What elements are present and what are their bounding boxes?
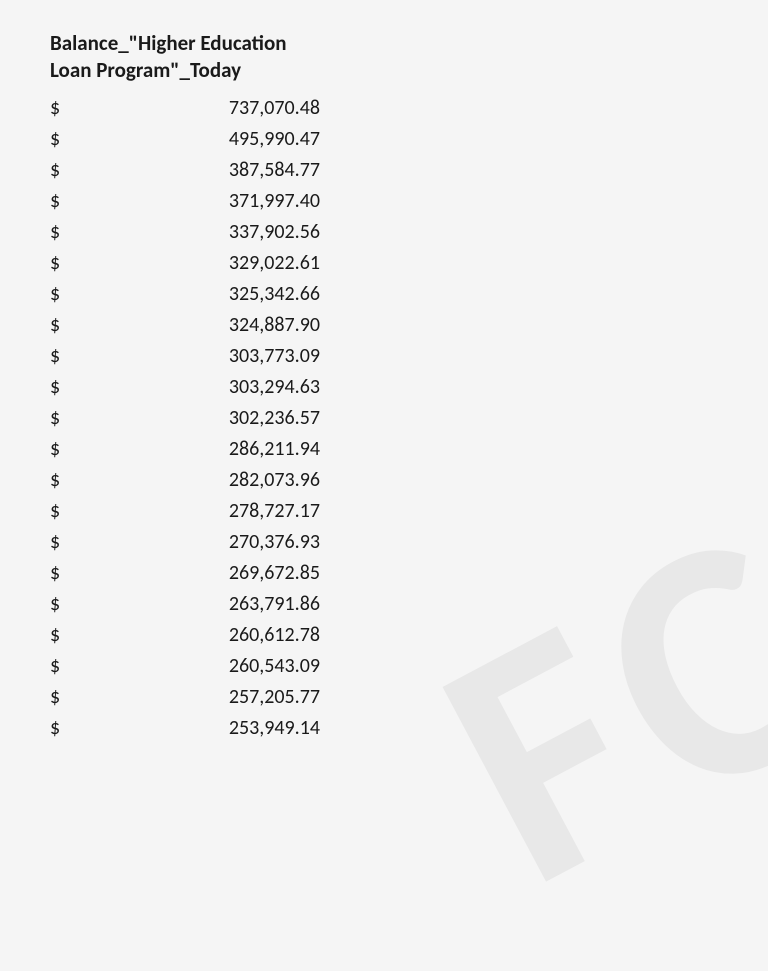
table-row: $324,887.90 [50, 310, 330, 341]
currency-symbol: $ [50, 589, 70, 620]
header-line2: Loan Program"_Today [50, 57, 718, 84]
table-row: $286,211.94 [50, 434, 330, 465]
table-row: $302,236.57 [50, 403, 330, 434]
amount-value: 371,997.40 [70, 186, 330, 217]
watermark: FC [379, 430, 768, 971]
currency-symbol: $ [50, 248, 70, 279]
amount-value: 337,902.56 [70, 217, 330, 248]
table-row: $269,672.85 [50, 558, 330, 589]
table-row: $325,342.66 [50, 279, 330, 310]
amount-value: 286,211.94 [70, 434, 330, 465]
amount-value: 302,236.57 [70, 403, 330, 434]
table-row: $282,073.96 [50, 465, 330, 496]
table-row: $260,543.09 [50, 651, 330, 682]
amount-value: 263,791.86 [70, 589, 330, 620]
currency-symbol: $ [50, 155, 70, 186]
table-row: $263,791.86 [50, 589, 330, 620]
currency-symbol: $ [50, 651, 70, 682]
table-row: $270,376.93 [50, 527, 330, 558]
currency-symbol: $ [50, 558, 70, 589]
currency-symbol: $ [50, 279, 70, 310]
amount-value: 278,727.17 [70, 496, 330, 527]
table-row: $257,205.77 [50, 682, 330, 713]
amount-value: 260,612.78 [70, 620, 330, 651]
currency-symbol: $ [50, 217, 70, 248]
table-row: $495,990.47 [50, 124, 330, 155]
table-row: $278,727.17 [50, 496, 330, 527]
amount-value: 260,543.09 [70, 651, 330, 682]
currency-symbol: $ [50, 465, 70, 496]
table-row: $337,902.56 [50, 217, 330, 248]
currency-symbol: $ [50, 713, 70, 744]
amount-value: 495,990.47 [70, 124, 330, 155]
currency-symbol: $ [50, 124, 70, 155]
amount-value: 269,672.85 [70, 558, 330, 589]
currency-symbol: $ [50, 93, 70, 124]
currency-symbol: $ [50, 341, 70, 372]
amount-value: 324,887.90 [70, 310, 330, 341]
table-header: Balance_"Higher Education Loan Program"_… [50, 30, 718, 85]
amount-value: 387,584.77 [70, 155, 330, 186]
header-line1: Balance_"Higher Education [50, 30, 718, 57]
currency-symbol: $ [50, 682, 70, 713]
currency-symbol: $ [50, 434, 70, 465]
amount-value: 303,773.09 [70, 341, 330, 372]
table-row: $329,022.61 [50, 248, 330, 279]
table-row: $371,997.40 [50, 186, 330, 217]
amount-value: 257,205.77 [70, 682, 330, 713]
currency-symbol: $ [50, 620, 70, 651]
currency-symbol: $ [50, 496, 70, 527]
currency-symbol: $ [50, 186, 70, 217]
balance-table: $737,070.48$495,990.47$387,584.77$371,99… [50, 93, 330, 744]
currency-symbol: $ [50, 403, 70, 434]
currency-symbol: $ [50, 310, 70, 341]
amount-value: 737,070.48 [70, 93, 330, 124]
amount-value: 303,294.63 [70, 372, 330, 403]
amount-value: 270,376.93 [70, 527, 330, 558]
table-row: $253,949.14 [50, 713, 330, 744]
table-row: $260,612.78 [50, 620, 330, 651]
amount-value: 253,949.14 [70, 713, 330, 744]
table-row: $303,294.63 [50, 372, 330, 403]
currency-symbol: $ [50, 527, 70, 558]
table-row: $737,070.48 [50, 93, 330, 124]
amount-value: 325,342.66 [70, 279, 330, 310]
table-row: $387,584.77 [50, 155, 330, 186]
currency-symbol: $ [50, 372, 70, 403]
amount-value: 329,022.61 [70, 248, 330, 279]
table-row: $303,773.09 [50, 341, 330, 372]
amount-value: 282,073.96 [70, 465, 330, 496]
